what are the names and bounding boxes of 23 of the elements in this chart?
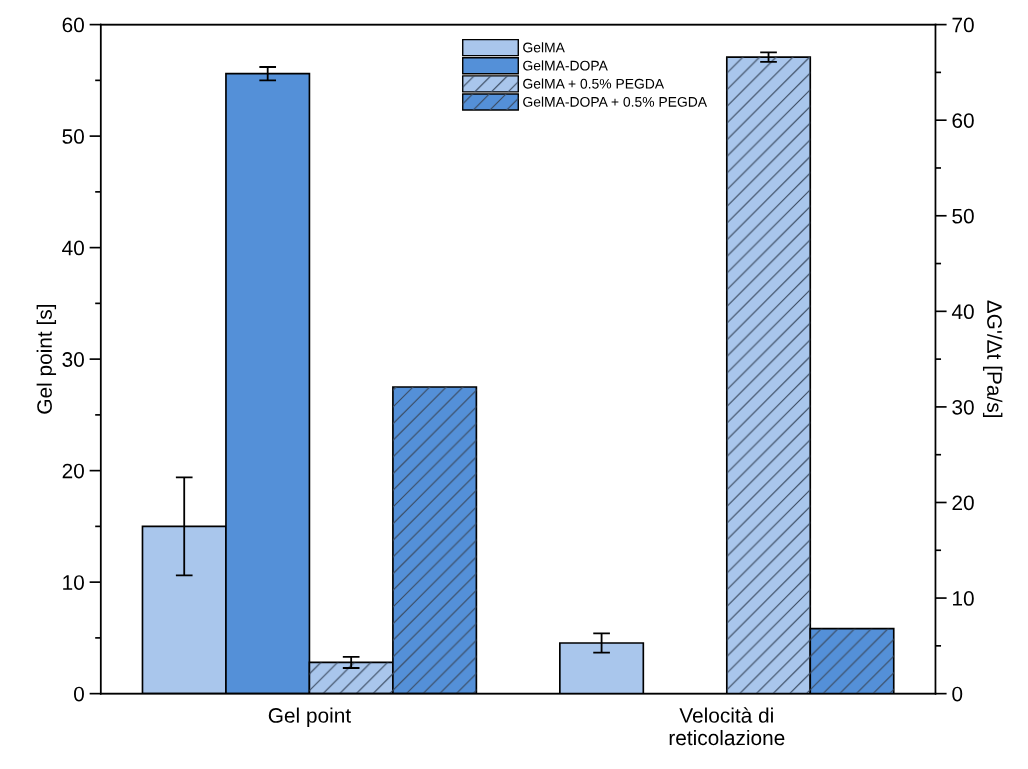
y-tick-label: 20 xyxy=(62,463,84,479)
y2-tick-label: 40 xyxy=(951,304,974,320)
y-tick-label: 40 xyxy=(62,240,84,256)
y-axis-title: Gel point [s] xyxy=(36,305,57,414)
y2-tick-label: 0 xyxy=(952,686,963,702)
y2-tick-label: 30 xyxy=(952,399,974,415)
y-tick-label: 10 xyxy=(63,575,84,590)
legend-label: GelMA-DOPA xyxy=(523,60,608,71)
y-tick-label: 60 xyxy=(62,17,84,33)
x-tick-label: Velocità di reticolazione xyxy=(669,707,785,746)
y2-tick-label: 50 xyxy=(952,208,974,224)
x-tick-label: Gel point xyxy=(268,707,351,727)
y2-tick-label: 60 xyxy=(952,113,974,128)
y-tick-label: 50 xyxy=(62,129,84,144)
legend-label: GelMA-DOPA + 0.5% PEGDA xyxy=(523,96,708,107)
y-tick-label: 30 xyxy=(62,352,84,367)
y2-tick-label: 10 xyxy=(953,591,974,606)
legend-label: GelMA xyxy=(523,42,565,53)
y-tick-label: 0 xyxy=(74,686,84,702)
y2-axis-title: ΔG'/Δt [Pa/s] xyxy=(982,300,1003,417)
y2-tick-label: 70 xyxy=(952,17,974,33)
y2-tick-label: 20 xyxy=(952,495,974,511)
legend-label: GelMA + 0.5% PEGDA xyxy=(523,78,665,89)
